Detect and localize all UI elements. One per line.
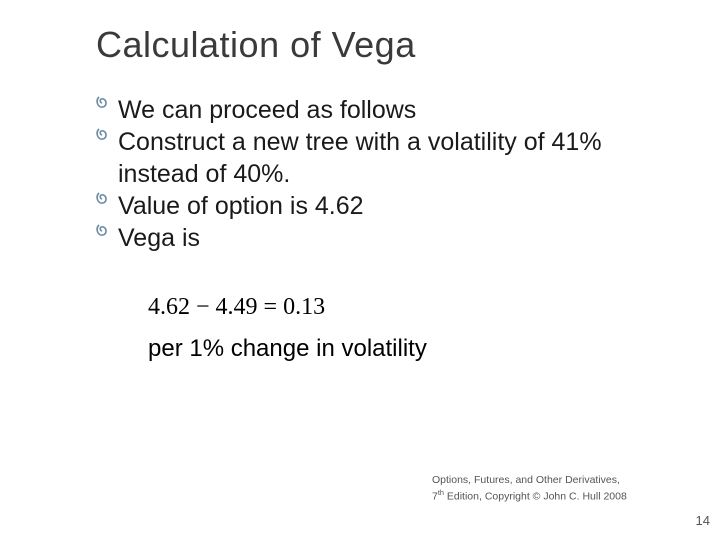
vega-equation-caption: per 1% change in volatility	[148, 335, 720, 363]
slide: Calculation of Vega We can proceed as fo…	[0, 0, 720, 540]
bullet-swirl-icon	[96, 96, 118, 114]
footer-line1: Options, Futures, and Other Derivatives,	[432, 474, 620, 486]
bullet-text: Vega is	[118, 222, 680, 254]
vega-equation: 4.62 − 4.49 = 0.13	[148, 294, 720, 321]
bullet-list: We can proceed as follows Construct a ne…	[96, 94, 680, 254]
bullet-text: Construct a new tree with a volatility o…	[118, 126, 680, 190]
page-number: 14	[696, 513, 710, 528]
bullet-text: Value of option is 4.62	[118, 190, 680, 222]
slide-title: Calculation of Vega	[96, 24, 720, 66]
bullet-item: Vega is	[96, 222, 680, 254]
bullet-swirl-icon	[96, 192, 118, 210]
bullet-text: We can proceed as follows	[118, 94, 680, 126]
bullet-item: Construct a new tree with a volatility o…	[96, 126, 680, 190]
slide-footer: Options, Futures, and Other Derivatives,…	[432, 474, 662, 504]
bullet-swirl-icon	[96, 128, 118, 146]
bullet-swirl-icon	[96, 224, 118, 242]
bullet-item: We can proceed as follows	[96, 94, 680, 126]
bullet-item: Value of option is 4.62	[96, 190, 680, 222]
footer-line2-post: Edition, Copyright © John C. Hull 2008	[444, 490, 627, 502]
